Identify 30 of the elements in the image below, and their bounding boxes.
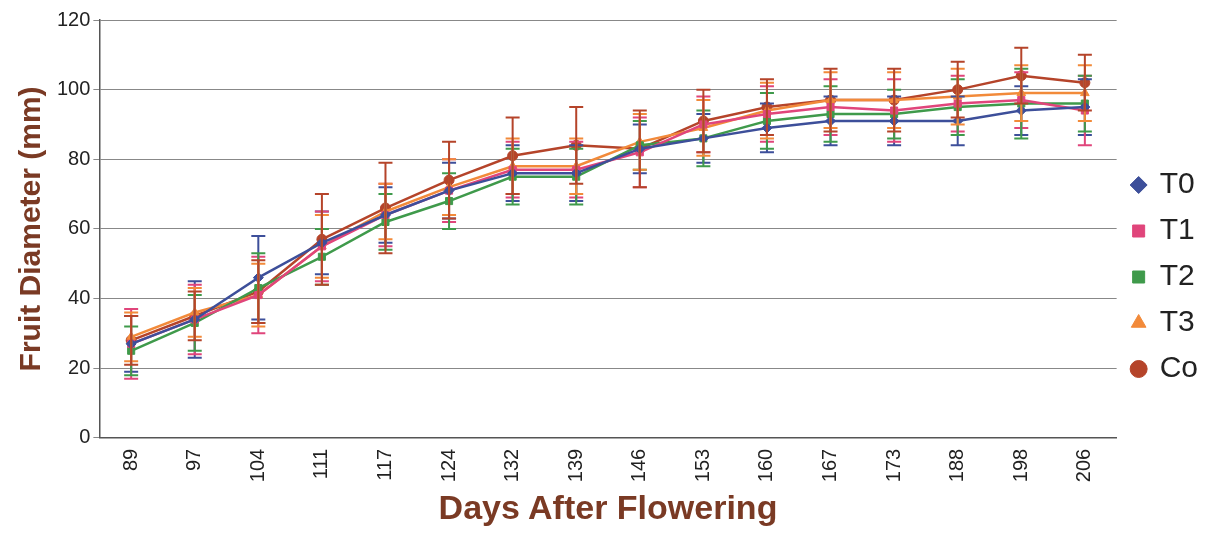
x-tick-label: 206 <box>1072 448 1095 483</box>
legend-label: T3 <box>1159 304 1195 338</box>
y-axis-title: Fruit Diameter (mm) <box>13 86 47 372</box>
legend-label: T1 <box>1159 212 1195 246</box>
x-tick-label: 173 <box>881 448 904 483</box>
y-tick-label: 20 <box>68 355 91 378</box>
y-tick-label: 80 <box>68 146 91 169</box>
x-tick-label: 198 <box>1008 448 1031 483</box>
x-tick-label: 117 <box>373 448 395 481</box>
y-tick-label: 0 <box>79 425 91 448</box>
x-tick-label: 167 <box>818 448 841 483</box>
x-tick-label: 188 <box>945 448 968 483</box>
x-tick-label: 104 <box>245 448 268 483</box>
y-tick-label: 120 <box>56 7 91 30</box>
x-tick-label: 111 <box>309 448 332 480</box>
y-tick-label: 100 <box>56 77 91 100</box>
legend-label: Co <box>1159 350 1199 384</box>
x-tick-label: 153 <box>690 448 713 483</box>
x-tick-label: 160 <box>754 448 777 483</box>
x-axis-title: Days After Flowering <box>438 487 778 526</box>
x-tick-label: 124 <box>436 448 459 483</box>
legend-label: T2 <box>1159 258 1195 292</box>
x-tick-label: 97 <box>182 448 205 472</box>
y-tick-label: 40 <box>68 286 91 309</box>
x-tick-label: 139 <box>563 448 586 483</box>
y-tick-label: 60 <box>68 216 91 239</box>
x-tick-label: 146 <box>627 448 650 483</box>
legend-label: T0 <box>1159 166 1195 200</box>
x-tick-label: 89 <box>118 448 141 472</box>
x-tick-label: 132 <box>500 448 523 483</box>
